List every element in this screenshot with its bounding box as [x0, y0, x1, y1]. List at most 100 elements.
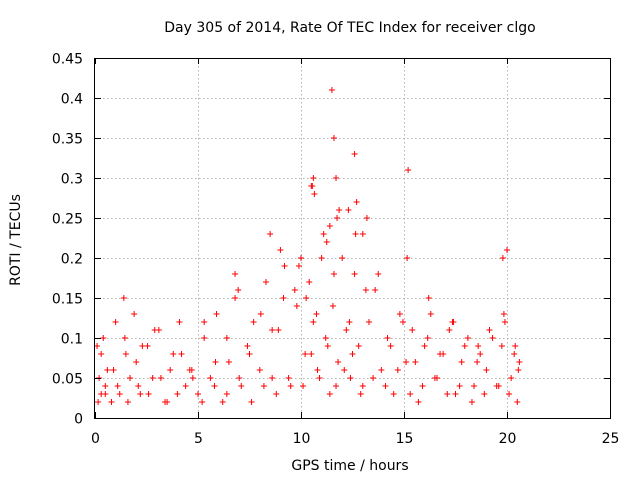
data-point: [444, 391, 451, 397]
data-point: [458, 359, 465, 365]
data-point: [486, 327, 493, 333]
data-point: [310, 319, 317, 325]
data-point: [452, 391, 459, 397]
data-point: [345, 207, 352, 213]
data-point: [120, 295, 127, 301]
data-point: [515, 367, 522, 373]
data-point: [287, 383, 294, 389]
data-point: [351, 271, 358, 277]
data-point: [357, 391, 364, 397]
data-point: [333, 383, 340, 389]
data-point: [262, 279, 269, 285]
data-point: [100, 335, 107, 341]
data-point: [320, 231, 327, 237]
data-point: [313, 311, 320, 317]
y-tick-label: 0.4: [61, 92, 83, 108]
y-axis-label: ROTI / TECUs: [8, 194, 24, 286]
data-point: [293, 303, 300, 309]
data-point: [170, 351, 177, 357]
data-point: [186, 367, 193, 373]
data-point: [405, 167, 412, 173]
data-point: [359, 231, 366, 237]
data-point: [415, 399, 422, 405]
data-point: [250, 319, 257, 325]
data-point: [355, 343, 362, 349]
data-point: [334, 215, 341, 221]
x-tick-label: 25: [602, 431, 620, 447]
data-point: [512, 343, 519, 349]
data-point: [481, 391, 488, 397]
data-point: [302, 351, 309, 357]
data-point: [189, 375, 196, 381]
data-point: [219, 399, 226, 405]
data-point: [403, 359, 410, 365]
data-point: [409, 327, 416, 333]
data-point: [419, 383, 426, 389]
data-point: [309, 183, 316, 189]
data-point: [399, 319, 406, 325]
data-point: [212, 359, 219, 365]
data-point: [114, 383, 121, 389]
data-point: [382, 383, 389, 389]
data-point: [330, 271, 337, 277]
data-point: [322, 335, 329, 341]
data-point: [235, 287, 242, 293]
data-point: [102, 391, 109, 397]
data-point: [339, 255, 346, 261]
y-tick-label: 0.3: [61, 172, 83, 188]
data-point: [508, 375, 515, 381]
data-point: [314, 367, 321, 373]
data-point: [450, 319, 457, 325]
data-point: [390, 391, 397, 397]
x-tick-label: 10: [293, 431, 311, 447]
grid-lines: [95, 58, 610, 418]
data-point: [267, 231, 274, 237]
y-tick-label: 0.2: [61, 252, 83, 268]
data-point: [108, 399, 115, 405]
y-axis-ticks: 0 0.05 0.1 0.15 0.2 0.25 0.3 0.35 0.4 0.45: [52, 52, 610, 428]
data-point: [468, 399, 475, 405]
data-point: [201, 319, 208, 325]
data-point: [246, 351, 253, 357]
data-point: [483, 367, 490, 373]
y-tick-label: 0.35: [52, 132, 83, 148]
data-point: [498, 343, 505, 349]
data-point: [122, 351, 129, 357]
data-point: [501, 319, 508, 325]
data-point: [277, 247, 284, 253]
data-point: [256, 367, 263, 373]
data-point: [155, 327, 162, 333]
data-point: [178, 351, 185, 357]
data-point: [506, 391, 513, 397]
data-point: [511, 351, 518, 357]
data-point: [298, 255, 304, 261]
data-point: [347, 375, 354, 381]
data-point: [295, 263, 302, 269]
data-point: [308, 351, 315, 357]
data-point: [273, 391, 280, 397]
data-point: [384, 335, 391, 341]
data-point: [456, 383, 463, 389]
data-point: [306, 279, 313, 285]
data-point: [324, 343, 331, 349]
data-point: [475, 343, 482, 349]
data-point: [378, 367, 385, 373]
data-point: [201, 335, 208, 341]
data-point: [167, 367, 174, 373]
data-point: [363, 215, 370, 221]
data-point: [326, 391, 333, 397]
data-point: [124, 399, 131, 405]
data-point: [248, 399, 255, 405]
data-point: [104, 367, 111, 373]
data-point: [102, 383, 109, 389]
data-point: [211, 383, 218, 389]
data-point: [199, 399, 206, 405]
data-point: [144, 343, 151, 349]
data-point: [412, 359, 419, 365]
data-point: [162, 399, 169, 405]
data-point: [500, 311, 507, 317]
data-point: [326, 223, 333, 229]
data-point: [232, 295, 239, 301]
data-point: [343, 327, 350, 333]
data-point: [257, 311, 264, 317]
